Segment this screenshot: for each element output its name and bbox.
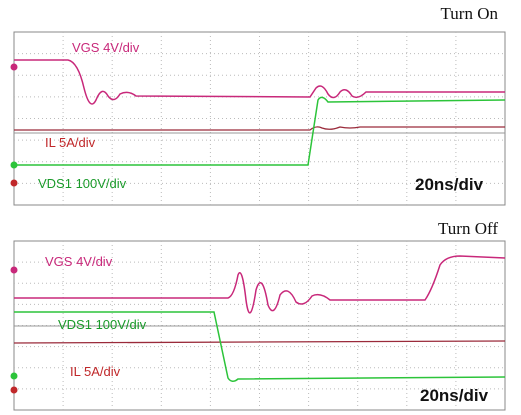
marker <box>11 267 18 274</box>
marker <box>11 180 18 187</box>
panel-title: Turn On <box>441 4 499 23</box>
scope-captures: Turn On VGS 4V/div IL 5A/div VDS1 100V/d… <box>0 0 521 415</box>
vds-label: VDS1 100V/div <box>38 176 127 191</box>
marker <box>11 373 18 380</box>
timebase-label: 20ns/div <box>415 175 484 194</box>
timebase-label: 20ns/div <box>420 386 489 405</box>
marker <box>11 162 18 169</box>
vds-label: VDS1 100V/div <box>58 317 147 332</box>
panel-title: Turn Off <box>438 219 498 238</box>
vgs-label: VGS 4V/div <box>72 40 140 55</box>
scope-panel: VGS 4V/div VDS1 100V/div IL 5A/div 20ns/… <box>11 241 506 410</box>
marker <box>11 387 18 394</box>
il-label: IL 5A/div <box>70 364 121 379</box>
il-label: IL 5A/div <box>45 135 96 150</box>
marker <box>11 64 18 71</box>
scope-panel: VGS 4V/div IL 5A/div VDS1 100V/div 20ns/… <box>11 32 506 205</box>
vgs-label: VGS 4V/div <box>45 254 113 269</box>
